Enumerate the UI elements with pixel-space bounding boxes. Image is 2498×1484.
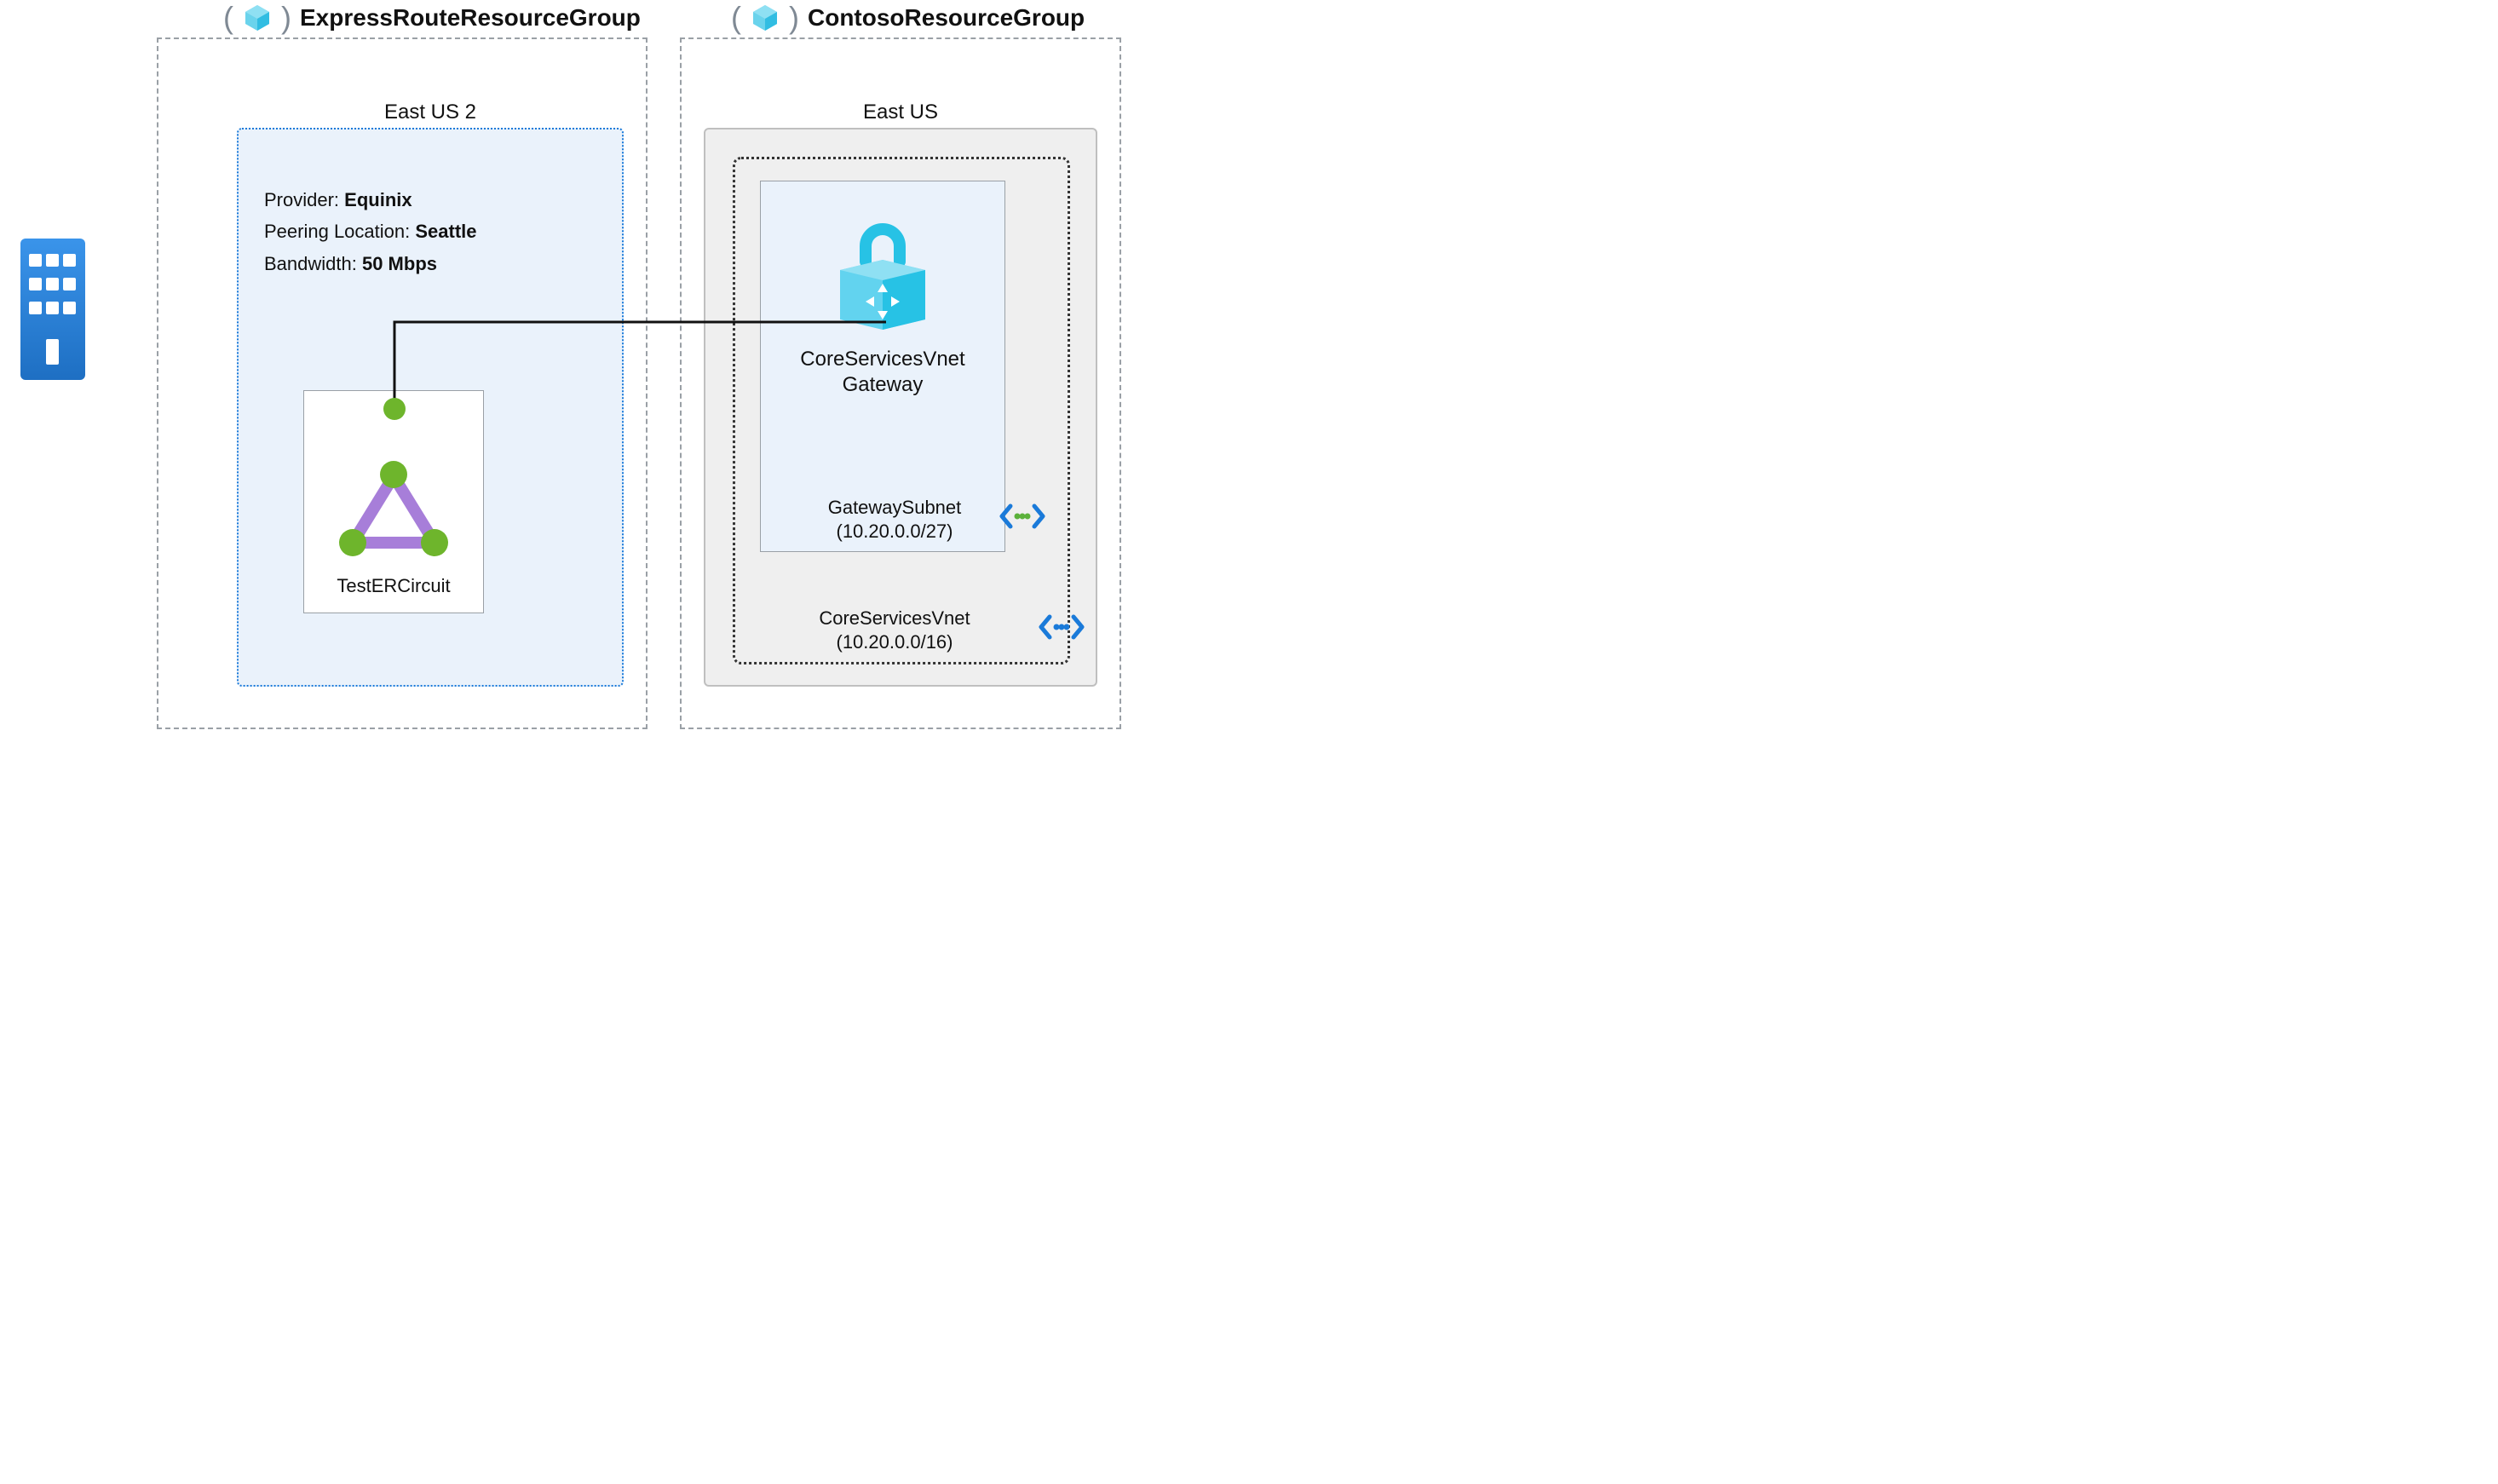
resource-group-icon: [242, 3, 273, 33]
vnet-label: CoreServicesVnet (10.20.0.0/16): [801, 607, 988, 653]
expressroute-icon: [334, 457, 453, 568]
vnet-gateway-icon: [832, 219, 934, 338]
vnet-icon: [1038, 610, 1085, 648]
bandwidth-label: Bandwidth:: [264, 253, 362, 274]
circuit-details: Provider: Equinix Peering Location: Seat…: [264, 184, 477, 279]
rg2-title: ContosoResourceGroup: [808, 4, 1085, 32]
peering-label: Peering Location:: [264, 221, 415, 242]
resource-group-icon: [750, 3, 780, 33]
gateway-subnet-label: GatewaySubnet (10.20.0.0/27): [801, 496, 988, 543]
provider-value: Equinix: [344, 189, 412, 210]
subnet-icon: [999, 499, 1046, 538]
region-eastus-title: East US: [705, 101, 1096, 124]
rg-header-expressroute: ( ) ExpressRouteResourceGroup: [223, 0, 641, 36]
peering-value: Seattle: [415, 221, 476, 242]
er-circuit-box: TestERCircuit: [303, 390, 484, 613]
gateway-label: CoreServicesVnet Gateway: [800, 347, 964, 398]
building-icon: [20, 239, 85, 380]
region-eastus2-title: East US 2: [239, 101, 622, 124]
rg1-title: ExpressRouteResourceGroup: [300, 4, 641, 32]
bandwidth-value: 50 Mbps: [362, 253, 437, 274]
er-circuit-label: TestERCircuit: [337, 575, 450, 597]
rg-header-contoso: ( ) ContosoResourceGroup: [731, 0, 1085, 36]
provider-label: Provider:: [264, 189, 344, 210]
diagram-canvas: ( ) ExpressRouteResourceGroup ( ) Contos…: [0, 0, 1249, 742]
